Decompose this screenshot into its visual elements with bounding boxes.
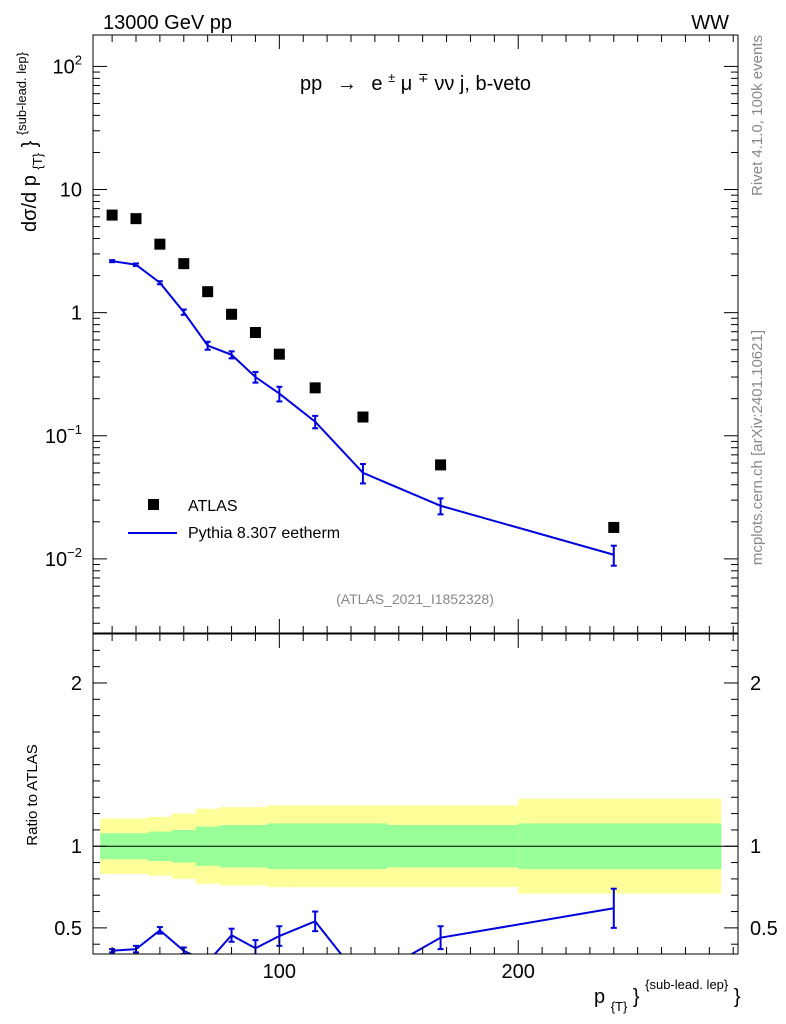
x-axis-label: p {T} } {sub-lead. lep} } xyxy=(594,972,741,1016)
title-part-rest: νν j, b-veto xyxy=(434,73,531,95)
title-part-mu: μ xyxy=(401,73,413,95)
x-tick-label: 100 xyxy=(263,961,296,983)
title-part-e: e xyxy=(371,73,382,95)
analysis-label: (ATLAS_2021_I1852328) xyxy=(336,591,494,607)
tick-base: 10 xyxy=(45,549,67,571)
atlas-data-point xyxy=(249,326,261,338)
legend-label-pythia: Pythia 8.307 eetherm xyxy=(188,525,340,542)
header-right-label: WW xyxy=(691,12,729,34)
atlas-data-point xyxy=(202,286,214,298)
ratio-line xyxy=(112,907,614,954)
mc-line xyxy=(111,260,615,556)
tick-exponent: −1 xyxy=(67,422,82,437)
title-part-arrow: → xyxy=(337,73,357,95)
tick-exponent: −2 xyxy=(67,545,82,560)
ratio-y-tick-label-right: 2 xyxy=(750,673,761,695)
ratio-series-group xyxy=(109,887,617,954)
tick-exponent: 2 xyxy=(75,52,82,67)
ratio-y-tick-label-left: 0.5 xyxy=(54,918,82,940)
ratio-tick-labels: 0.5 1 2 0.5 1 2 100 200 xyxy=(54,673,778,983)
main-y-tick-label: 10 xyxy=(60,180,82,202)
atlas-data-point xyxy=(273,348,285,360)
atlas-data-point xyxy=(106,209,118,221)
main-series-group xyxy=(106,209,620,567)
xlabel-sup: {sub-lead. lep} xyxy=(645,977,729,992)
ratio-y-tick-label-left: 2 xyxy=(71,673,82,695)
xlabel-brace-end: } xyxy=(734,986,741,1008)
main-y-tick-label: 1 xyxy=(71,303,82,325)
main-y-tick-label: 10−2 xyxy=(45,545,82,571)
legend: ATLAS Pythia 8.307 eetherm xyxy=(128,498,340,542)
legend-label-atlas: ATLAS xyxy=(188,498,238,515)
mcplots-label: mcplots.cern.ch [arXiv:2401.10621] xyxy=(749,330,766,565)
atlas-data-point xyxy=(154,238,166,250)
main-title: pp → e ± μ ∓ νν j, b-veto xyxy=(300,65,531,95)
title-part-pm: ± xyxy=(388,70,395,85)
ratio-y-tick-label-left: 1 xyxy=(71,836,82,858)
ratio-panel: 0.5 1 2 0.5 1 2 100 200 Ratio to ATLAS p {T} } … xyxy=(24,633,778,1016)
rivet-label: Rivet 4.1.0, 100k events xyxy=(749,35,766,196)
x-tick-label: 200 xyxy=(502,961,535,983)
main-y-axis-label: dσ/d p {T} } {sub-lead. lep} xyxy=(14,51,47,232)
legend-marker-atlas xyxy=(148,499,159,510)
xlabel-main: p xyxy=(594,986,605,1008)
title-part-mp: ∓ xyxy=(418,70,429,85)
header-left-label: 13000 GeV pp xyxy=(103,12,232,34)
atlas-data-point xyxy=(226,308,238,320)
tick-base: 10 xyxy=(53,56,75,78)
main-axis-ticks xyxy=(93,35,738,633)
atlas-data-point xyxy=(178,258,190,270)
main-y-tick-label: 102 xyxy=(53,52,82,78)
atlas-data-point xyxy=(309,382,321,394)
atlas-data-point xyxy=(435,459,447,471)
ratio-frame xyxy=(92,633,739,955)
title-part-pp: pp xyxy=(300,73,322,95)
xlabel-brace: } xyxy=(633,986,640,1008)
tick-base: 10 xyxy=(45,426,67,448)
ratio-y-tick-label-right: 1 xyxy=(750,836,761,858)
ratio-y-axis-label: Ratio to ATLAS xyxy=(24,744,41,845)
main-frame xyxy=(92,34,739,634)
ratio-y-tick-label-right: 0.5 xyxy=(750,918,778,940)
atlas-data-point xyxy=(608,521,620,533)
xlabel-sub: {T} xyxy=(611,999,628,1014)
ylabel-main: dσ/d p xyxy=(19,175,41,232)
ylabel-sup: {sub-lead. lep} xyxy=(14,51,29,135)
ylabel-brace: } xyxy=(19,140,41,147)
ylabel-sub: {T} xyxy=(30,152,45,169)
main-y-tick-label: 10−1 xyxy=(45,422,82,448)
ratio-axis-ticks xyxy=(93,634,738,954)
atlas-data-point xyxy=(130,213,142,225)
atlas-data-point xyxy=(357,411,369,423)
